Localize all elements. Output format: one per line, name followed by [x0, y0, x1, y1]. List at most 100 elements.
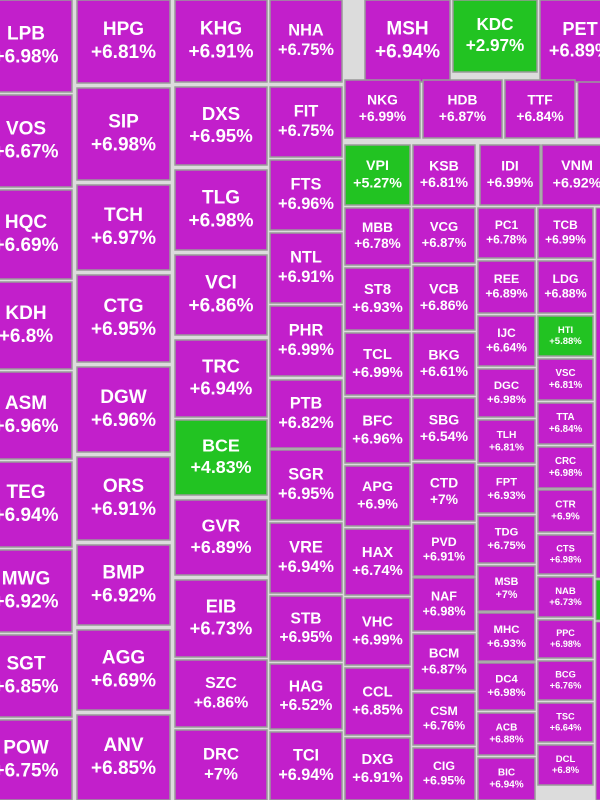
- change-label: +6.96%: [0, 416, 59, 437]
- change-label: +6.9%: [551, 512, 580, 523]
- change-label: +6.67%: [0, 141, 59, 162]
- tile: [477, 662, 536, 711]
- tile: [76, 714, 171, 800]
- ticker: CSM: [430, 704, 458, 718]
- tile: [412, 265, 476, 331]
- ticker: ASM: [5, 393, 47, 414]
- ticker: TCI: [293, 747, 319, 765]
- change-label: +6.98%: [487, 687, 525, 699]
- tile: [0, 281, 73, 370]
- change-label: +5.27%: [353, 175, 402, 191]
- tile: [0, 189, 73, 280]
- ticker: DXS: [202, 103, 240, 124]
- tile: [0, 94, 73, 188]
- ticker: IDI: [501, 158, 518, 173]
- tile: [76, 629, 171, 711]
- tile: [412, 633, 476, 691]
- ticker: BCM: [429, 646, 459, 661]
- change-label: +7%: [204, 764, 238, 783]
- change-label: +6.8%: [0, 326, 53, 347]
- ticker: TSC: [556, 711, 575, 721]
- ticker: HQC: [5, 212, 48, 233]
- ticker: PET: [562, 19, 597, 39]
- ticker: FIT: [294, 103, 319, 121]
- ticker: TTF: [527, 92, 552, 107]
- tile: [537, 315, 594, 357]
- ticker: HDB: [448, 92, 478, 107]
- change-label: +6.64%: [550, 723, 582, 733]
- tile: [76, 184, 171, 271]
- ticker: POW: [3, 738, 48, 759]
- change-label: +6.75%: [278, 41, 334, 59]
- change-label: +6.82%: [278, 414, 333, 432]
- change-label: +6.97%: [91, 228, 156, 249]
- change-label: +2.97%: [466, 35, 525, 55]
- change-label: +6.75%: [278, 122, 334, 140]
- tile: [269, 305, 343, 377]
- tile: [477, 465, 536, 514]
- change-label: +6.96%: [352, 431, 403, 447]
- ticker: STB: [291, 610, 322, 627]
- ticker: VCB: [429, 280, 459, 296]
- ticker: PC1: [495, 218, 519, 232]
- ticker: LPB: [7, 24, 45, 45]
- ticker: VHC: [362, 615, 394, 631]
- tile: [0, 461, 73, 548]
- change-label: +6.81%: [489, 442, 524, 453]
- ticker: PPC: [556, 628, 575, 638]
- tile: [537, 402, 594, 445]
- tile: [269, 86, 343, 158]
- ticker: NTL: [290, 249, 322, 267]
- tile: [477, 368, 536, 418]
- ticker: TLG: [202, 188, 240, 209]
- ticker: CTD: [430, 475, 458, 490]
- tile: [269, 731, 343, 800]
- tile: [504, 79, 576, 139]
- tile: [477, 612, 536, 662]
- tile: [412, 207, 476, 264]
- tile: [537, 619, 594, 659]
- ticker: FPT: [496, 477, 517, 489]
- change-label: +6.95%: [91, 319, 156, 340]
- ticker: MWG: [2, 569, 51, 590]
- tile: [477, 260, 536, 314]
- ticker: LDG: [552, 272, 578, 286]
- change-label: +6.98%: [549, 468, 583, 479]
- change-label: +6.92%: [553, 175, 600, 191]
- change-label: +6.99%: [352, 632, 403, 648]
- tile: [477, 207, 536, 259]
- tile: [174, 729, 268, 800]
- ticker: CRC: [555, 456, 576, 467]
- change-label: +6.76%: [550, 681, 582, 691]
- ticker: ORS: [103, 476, 144, 497]
- change-label: +6.89%: [549, 41, 600, 61]
- change-label: +6.85%: [91, 758, 156, 779]
- tile: [537, 358, 594, 401]
- tile: [174, 169, 268, 251]
- tile: [76, 274, 171, 363]
- change-label: +6.86%: [194, 694, 249, 711]
- change-label: +6.94%: [489, 780, 523, 791]
- tile: [537, 260, 594, 314]
- change-label: +6.91%: [91, 499, 156, 520]
- ticker: DRC: [203, 744, 239, 763]
- tile: [269, 522, 343, 594]
- tile: [412, 523, 476, 577]
- change-label: +6.89%: [485, 287, 527, 301]
- ticker: NKG: [367, 92, 398, 107]
- ticker: CCL: [362, 685, 392, 701]
- ticker: NAF: [431, 589, 457, 603]
- tile: [269, 232, 343, 304]
- ticker: TLH: [497, 430, 517, 441]
- change-label: +6.94%: [190, 377, 253, 398]
- change-label: +6.95%: [278, 485, 334, 503]
- change-label: +6.98%: [189, 210, 254, 231]
- change-label: +6.99%: [278, 341, 334, 359]
- tile: [269, 0, 343, 83]
- change-label: +6.95%: [189, 125, 253, 146]
- ticker: KDH: [5, 303, 46, 324]
- change-label: +6.99%: [545, 232, 586, 246]
- change-label: +6.99%: [487, 175, 534, 190]
- tile: [344, 332, 411, 396]
- tile: [174, 499, 268, 576]
